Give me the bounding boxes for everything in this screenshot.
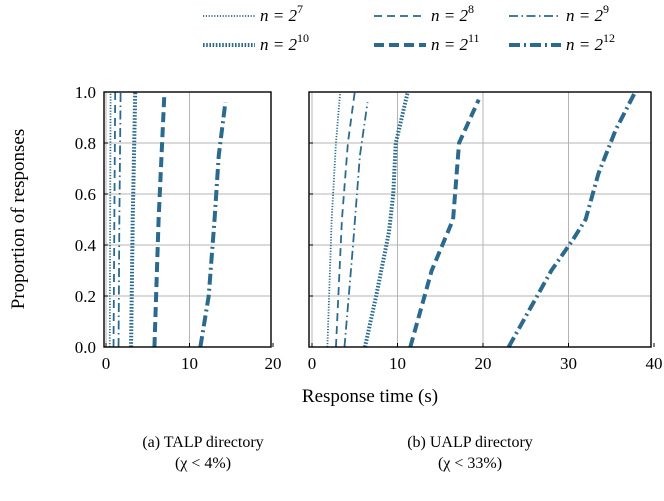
- legend-label-base: n = 2: [431, 6, 468, 25]
- x-tick-label: 0: [102, 354, 111, 373]
- legend-label-exponent: 7: [297, 2, 303, 16]
- legend-label-n10: n = 210: [260, 31, 309, 54]
- series-line-n8-talp: [112, 91, 117, 348]
- plot-frame-ualp: [308, 91, 652, 348]
- y-tick-label: 0.6: [75, 185, 96, 204]
- panel-talp: 0 10 20 0.0 0.2 0.4 0.6 0.8 1.0: [75, 83, 282, 373]
- series-line-n8-ualp: [335, 91, 356, 348]
- legend-label-base: n = 2: [260, 6, 297, 25]
- y-axis-title: Proportion of responses: [8, 129, 29, 309]
- legend-label-base: n = 2: [566, 35, 603, 54]
- legend-item-n7: n = 27: [203, 2, 303, 25]
- x-tick-label: 0: [308, 354, 317, 373]
- series-line-n9-talp: [117, 91, 122, 348]
- legend-label-exponent: 9: [603, 2, 609, 16]
- panel-ualp: 0 10 20 30 40: [308, 91, 663, 373]
- legend-label-n11: n = 211: [431, 31, 480, 54]
- x-tick-label: 20: [265, 354, 282, 373]
- series-line-n10-talp: [129, 91, 138, 348]
- legend-item-n10: n = 210: [203, 31, 309, 54]
- legend-label-n9: n = 29: [566, 2, 609, 25]
- x-tick-label: 10: [181, 354, 198, 373]
- legend-label-n7: n = 27: [260, 2, 303, 25]
- caption-b-chi: (χ < 33%): [438, 455, 502, 472]
- x-tick-label: 40: [646, 354, 663, 373]
- series-line-n12-ualp: [506, 91, 637, 348]
- legend-label-base: n = 2: [260, 35, 297, 54]
- legend-item-n8: n = 28: [374, 2, 474, 25]
- y-tick-label: 0.2: [75, 287, 96, 306]
- legend-label-exponent: 10: [297, 31, 309, 45]
- legend-label-n8: n = 28: [431, 2, 474, 25]
- series-line-n11-ualp: [408, 98, 481, 348]
- legend-item-n11: n = 211: [374, 31, 480, 54]
- legend: n = 27 n = 28 n = 29n = 210 n = 211 n = 212: [203, 2, 615, 54]
- caption-a-chi: (χ < 4%): [175, 455, 231, 472]
- caption-a-title: (a) TALP directory: [142, 434, 263, 451]
- x-tick-label: 20: [475, 354, 492, 373]
- legend-item-n9: n = 29: [509, 2, 609, 25]
- y-tick-label: 0.8: [75, 134, 96, 153]
- legend-label-n12: n = 212: [566, 31, 615, 54]
- legend-label-base: n = 2: [566, 6, 603, 25]
- plot-frame-talp: [103, 91, 272, 348]
- y-tick-label: 1.0: [75, 83, 96, 102]
- series-line-n7-talp: [108, 91, 112, 348]
- series-line-n7-ualp: [326, 91, 342, 348]
- series-line-n12-talp: [198, 101, 228, 348]
- legend-label-exponent: 12: [603, 31, 615, 45]
- y-tick-label: 0.4: [75, 236, 97, 255]
- legend-label-base: n = 2: [431, 35, 468, 54]
- series-line-n9-ualp: [343, 102, 369, 348]
- x-tick-label: 10: [389, 354, 406, 373]
- legend-label-exponent: 8: [468, 2, 474, 16]
- x-tick-label: 30: [560, 354, 577, 373]
- legend-label-exponent: 11: [468, 31, 480, 45]
- legend-item-n12: n = 212: [509, 31, 615, 54]
- series-line-n10-ualp: [363, 91, 410, 348]
- x-axis-title: Response time (s): [302, 386, 438, 407]
- caption-b-title: (b) UALP directory: [407, 434, 533, 451]
- y-tick-label: 0.0: [75, 338, 96, 357]
- series-line-n11-talp: [152, 91, 167, 348]
